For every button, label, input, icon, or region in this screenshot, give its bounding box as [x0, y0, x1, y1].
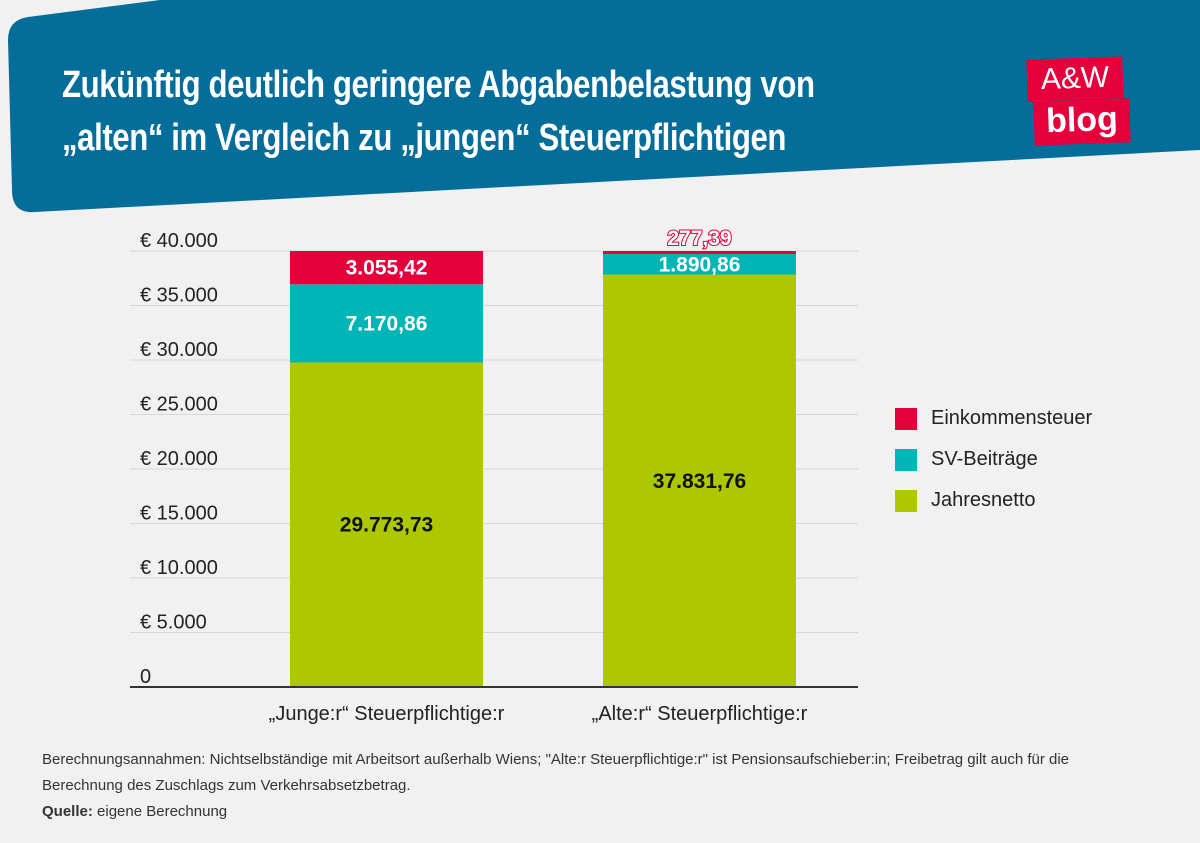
bar-segment: [603, 250, 796, 255]
y-tick-label: € 35.000: [140, 285, 218, 307]
bar-segment: [290, 362, 483, 687]
bar-segment: [603, 254, 796, 275]
bar-segment: [603, 274, 796, 687]
legend-swatch: [895, 489, 917, 512]
footnote-line-2: Berechnung des Zuschlags zum Verkehrsabs…: [42, 777, 411, 794]
footnote: Berechnungsannahmen: Nichtselbständige m…: [42, 747, 1069, 825]
title-line-1: Zukünftig deutlich geringere Abgabenbela…: [62, 64, 815, 106]
data-label: 29.773,73: [340, 514, 433, 537]
legend-label: Jahresnetto: [931, 489, 1036, 511]
y-tick-label: € 25.000: [140, 394, 218, 416]
data-label: 277,39: [667, 227, 731, 250]
x-tick-label: „Junge:r“ Steuerpflichtige:r: [269, 703, 505, 725]
x-tick-label: „Alte:r“ Steuerpflichtige:r: [592, 703, 808, 725]
legend: Einkommensteuer SV-Beiträge Jahresnetto: [895, 398, 1092, 521]
y-tick-label: € 20.000: [140, 448, 218, 470]
y-tick-label: € 30.000: [140, 339, 218, 361]
y-tick-label: 0: [140, 666, 151, 688]
bar-segment: [290, 284, 483, 363]
footnote-line-1: Berechnungsannahmen: Nichtselbständige m…: [42, 751, 1070, 768]
y-tick-label: € 15.000: [140, 503, 218, 525]
legend-label: SV-Beiträge: [931, 448, 1038, 470]
data-label: 1.890,86: [659, 253, 741, 276]
source: Quelle: eigene Berechnung: [42, 799, 1069, 825]
bar-segment: [290, 250, 483, 285]
legend-label: Einkommensteuer: [931, 407, 1093, 429]
legend-swatch: [895, 448, 917, 471]
header-banner: [8, 0, 1200, 213]
data-label: 7.170,86: [346, 312, 428, 335]
source-text: eigene Berechnung: [92, 803, 228, 820]
legend-item-einkommensteuer: Einkommensteuer: [895, 398, 1092, 439]
y-tick-label: € 10.000: [140, 557, 218, 579]
legend-swatch: [895, 407, 917, 430]
y-tick-label: € 40.000: [140, 230, 218, 252]
source-label: Quelle:: [42, 803, 93, 820]
data-label: 3.055,42: [346, 257, 428, 280]
data-label: 37.831,76: [653, 470, 746, 493]
title-line-2: „alten“ im Vergleich zu „jungen“ Steuerp…: [62, 117, 786, 159]
legend-item-sv-beitraege: SV-Beiträge: [895, 439, 1092, 480]
y-tick-label: € 5.000: [140, 612, 207, 634]
legend-item-jahresnetto: Jahresnetto: [895, 480, 1092, 521]
